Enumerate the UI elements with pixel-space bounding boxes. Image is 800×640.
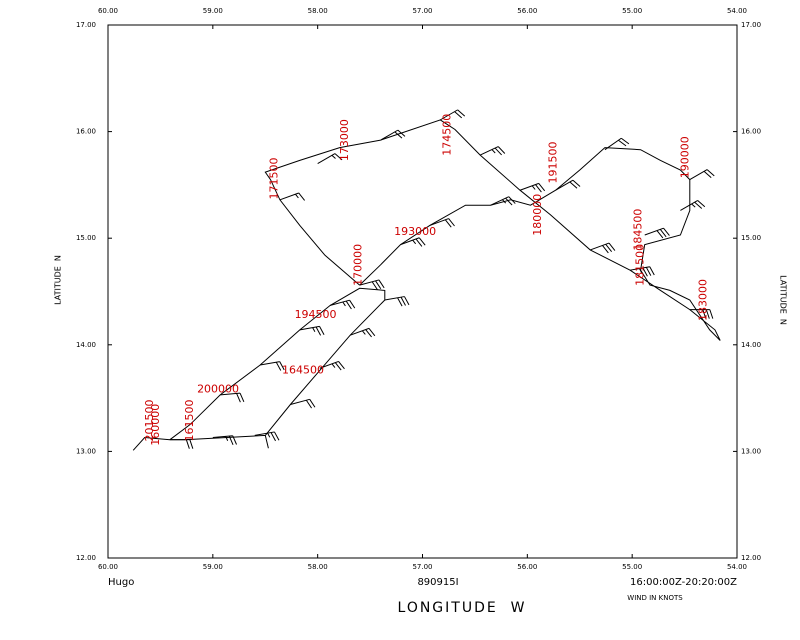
time-label: 164500 xyxy=(282,363,324,376)
x-tick-label-top: 60.00 xyxy=(98,7,118,15)
wind-barb xyxy=(490,196,516,206)
y-tick-label: 14.00 xyxy=(76,341,96,349)
units-note: WIND IN KNOTS xyxy=(627,594,683,602)
wind-barb xyxy=(299,325,325,336)
flight-id: 890915I xyxy=(417,577,458,588)
wind-barb xyxy=(644,227,670,239)
y-tick-label-right: 14.00 xyxy=(741,341,761,349)
x-tick-label-top: 59.00 xyxy=(203,7,223,15)
wind-barb xyxy=(380,129,406,141)
wind-barb xyxy=(680,200,706,211)
y-tick-label: 17.00 xyxy=(76,21,96,29)
y-tick-label-right: 15.00 xyxy=(741,234,761,242)
wind-barb xyxy=(319,360,345,371)
wind-barb xyxy=(359,279,385,290)
time-label: 200000 xyxy=(197,383,239,396)
plot-frame xyxy=(107,24,738,559)
wind-barb xyxy=(519,182,546,193)
x-tick-label-top: 57.00 xyxy=(412,7,432,15)
time-label: 161500 xyxy=(183,399,196,441)
wind-barb xyxy=(279,192,306,201)
wind-barb xyxy=(290,398,316,409)
x-tick-label: 60.00 xyxy=(98,563,118,571)
y-tick-label: 13.00 xyxy=(76,447,96,455)
time-label: 160000 xyxy=(149,404,162,446)
x-axis-label: LONGITUDE W xyxy=(398,600,527,616)
time-label: 170000 xyxy=(352,244,365,286)
flight-track xyxy=(132,119,721,451)
wind-barb xyxy=(689,309,714,319)
time-label: 191500 xyxy=(547,142,560,184)
wind-barb xyxy=(604,137,630,151)
wind-barb xyxy=(212,435,237,446)
time-label: 174500 xyxy=(441,114,454,156)
time-label: 184500 xyxy=(631,209,644,251)
wind-barb xyxy=(440,109,466,121)
storm-name: Hugo xyxy=(108,577,134,588)
x-tick-label: 54.00 xyxy=(727,563,747,571)
time-label: 181500 xyxy=(634,244,647,286)
x-tick-label: 58.00 xyxy=(308,563,328,571)
y-tick-label: 16.00 xyxy=(76,128,96,136)
y-axis-label: LATITUDE N xyxy=(54,255,63,305)
wind-barb xyxy=(349,327,376,338)
time-label: 183000 xyxy=(696,279,709,321)
wind-barb xyxy=(590,242,616,254)
x-tick-label-top: 54.00 xyxy=(727,7,747,15)
time-label: 171500 xyxy=(268,158,281,200)
y-axis-label-right: LATITUDE N xyxy=(779,275,788,325)
wind-barb xyxy=(317,153,343,165)
y-tick-label-right: 12.00 xyxy=(741,554,761,562)
y-tick-label-right: 17.00 xyxy=(741,21,761,29)
wind-barb xyxy=(330,299,356,310)
wind-barb xyxy=(629,266,655,277)
wind-barb xyxy=(400,237,426,247)
x-tick-label-top: 58.00 xyxy=(308,7,328,15)
x-tick-label-top: 56.00 xyxy=(517,7,537,15)
time-label: 173000 xyxy=(338,119,351,161)
wind-barb xyxy=(689,169,715,181)
y-tick-label-right: 16.00 xyxy=(741,128,761,136)
y-tick-label: 12.00 xyxy=(76,554,96,562)
x-tick-label: 57.00 xyxy=(412,563,432,571)
x-tick-label: 56.00 xyxy=(517,563,537,571)
wind-barb xyxy=(220,392,245,403)
time-label: 180000 xyxy=(531,194,544,236)
time-label: 190000 xyxy=(679,136,692,178)
x-tick-label: 59.00 xyxy=(203,563,223,571)
wind-barb xyxy=(479,146,506,156)
wind-barb xyxy=(254,431,280,442)
y-tick-label-right: 13.00 xyxy=(741,447,761,455)
wind-barb xyxy=(555,179,581,191)
wind-barb xyxy=(384,296,410,307)
time-label: 194500 xyxy=(295,308,337,321)
time-range: 16:00:00Z-20:20:00Z xyxy=(630,577,737,588)
wind-barb xyxy=(169,439,194,449)
time-label: 201500 xyxy=(143,399,156,441)
x-tick-label-top: 55.00 xyxy=(622,7,642,15)
x-tick-label: 55.00 xyxy=(622,563,642,571)
wind-barb xyxy=(259,361,285,371)
time-label: 193000 xyxy=(394,225,436,238)
y-tick-label: 15.00 xyxy=(76,234,96,242)
wind-barb xyxy=(429,218,455,228)
